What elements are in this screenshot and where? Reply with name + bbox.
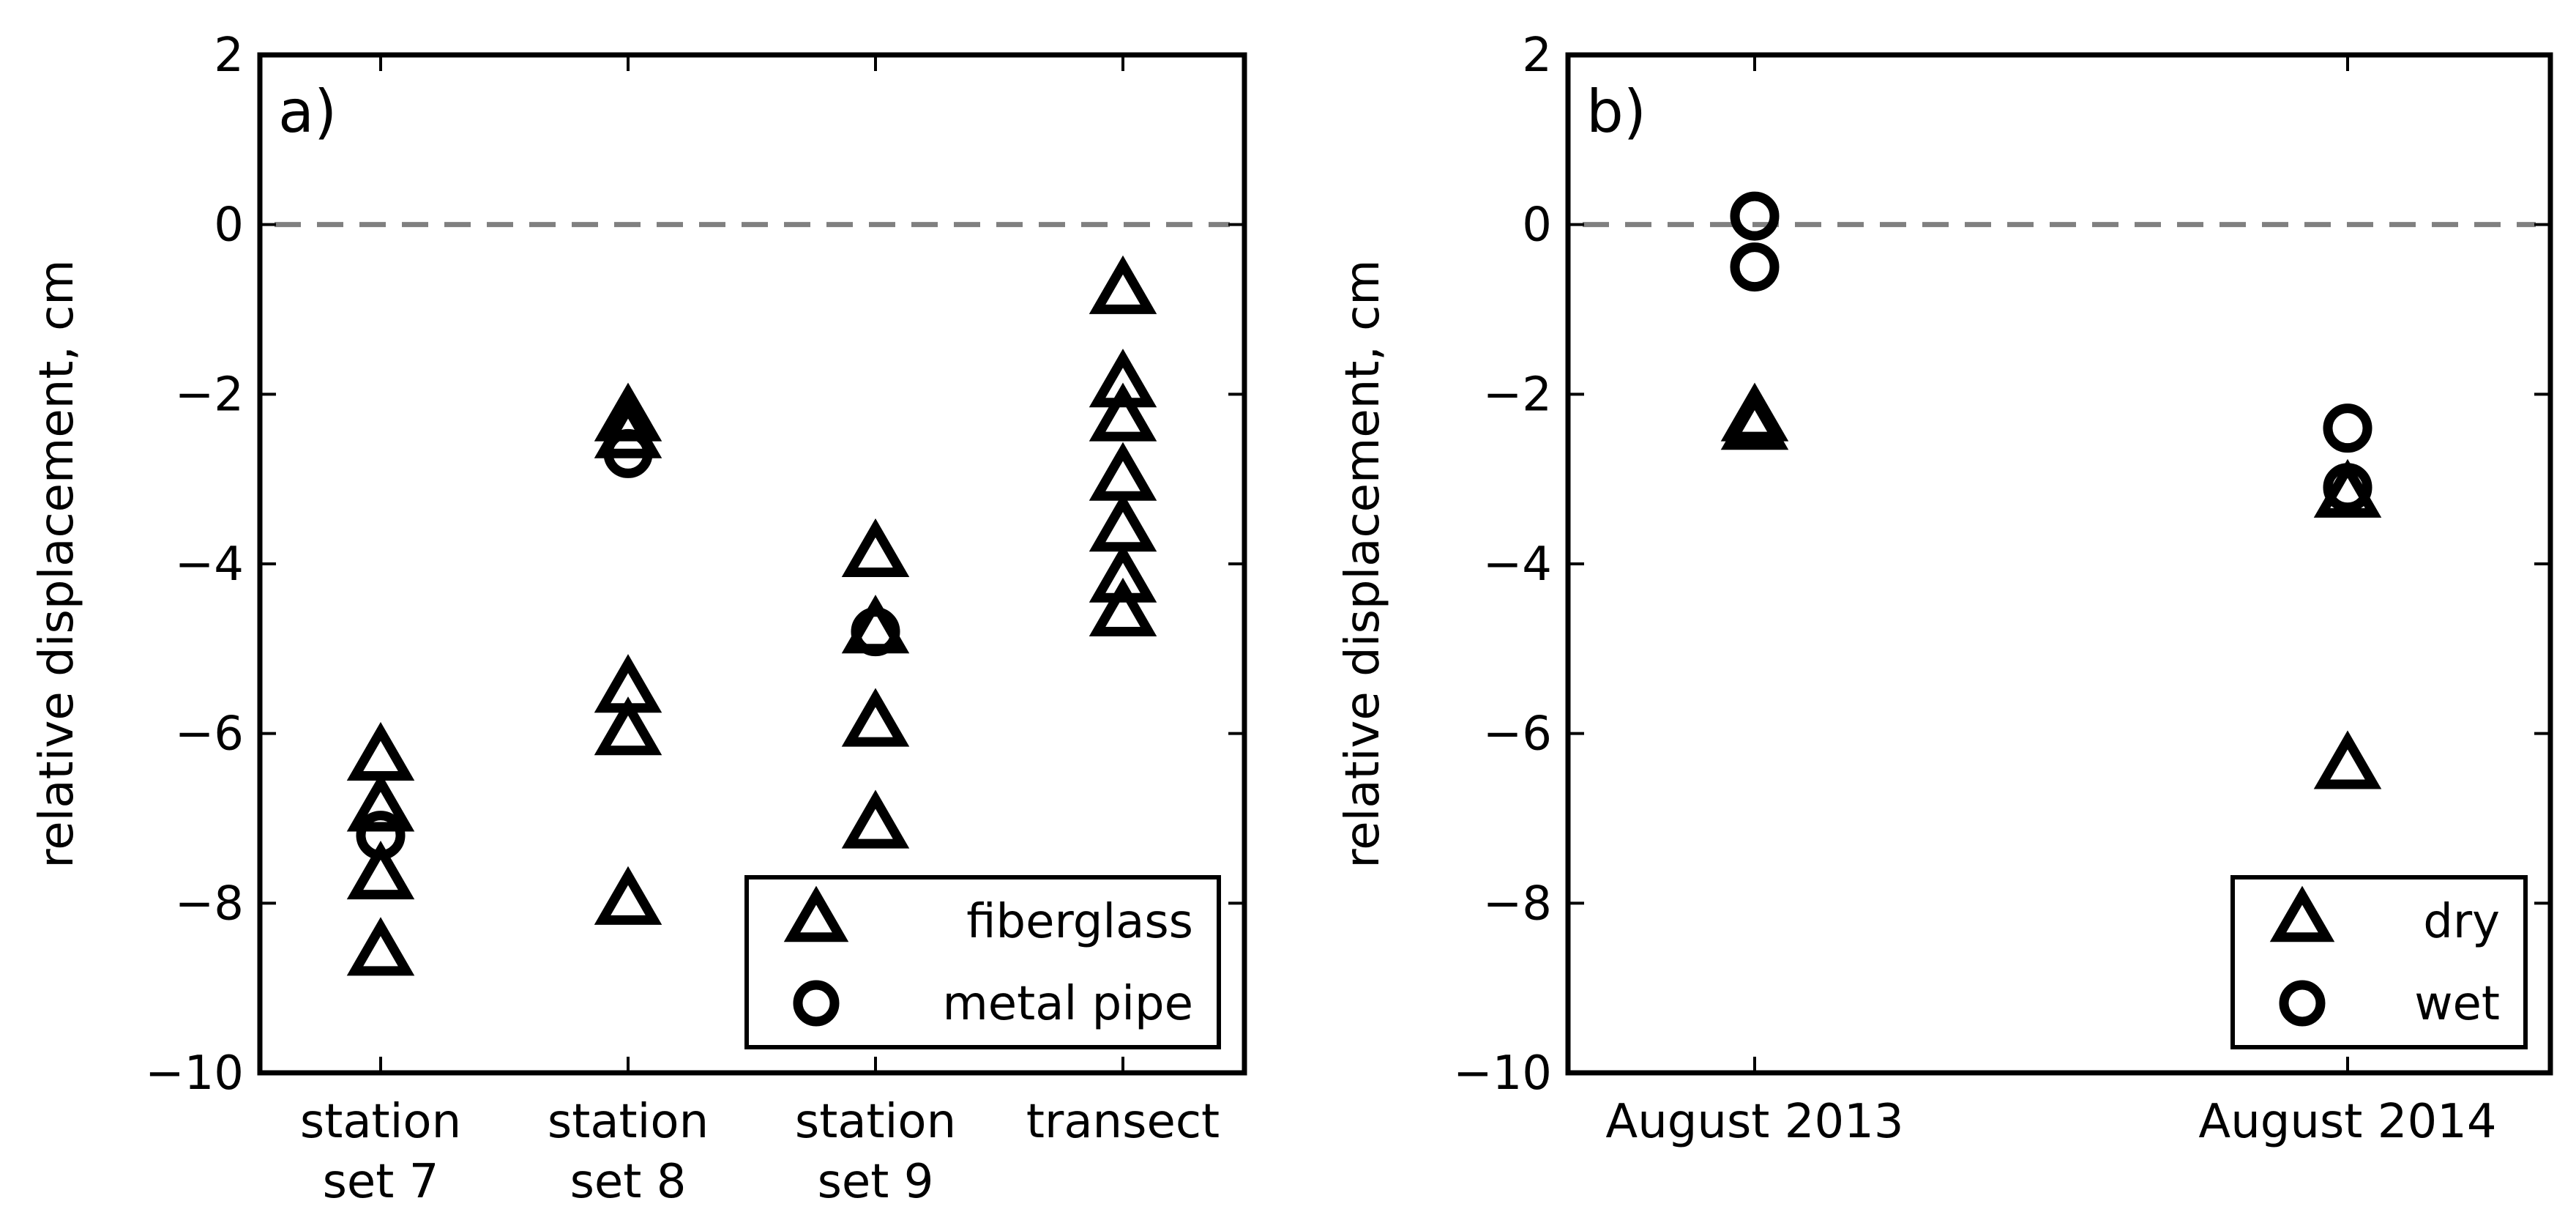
panel-a: 2 0 −2 −4 −6 −8 −10 relative displacement, cm st… bbox=[30, 29, 1247, 1209]
triangle-marker bbox=[1089, 382, 1157, 442]
triangle-marker bbox=[594, 696, 662, 756]
x-tick-label: station bbox=[795, 1095, 956, 1149]
y-tick-label: −2 bbox=[175, 368, 244, 422]
circle-marker bbox=[356, 811, 406, 860]
x-tick-label: August 2013 bbox=[1605, 1095, 1903, 1149]
y-tick-label: 0 bbox=[1522, 198, 1552, 253]
y-tick-label: −4 bbox=[175, 538, 244, 592]
x-tick-label: August 2014 bbox=[2198, 1095, 2496, 1149]
legend-triangle-marker bbox=[2269, 885, 2335, 942]
circle-marker bbox=[851, 607, 900, 657]
circle-marker bbox=[603, 428, 653, 478]
triangle-marker bbox=[841, 688, 910, 747]
y-tick-label: −8 bbox=[175, 877, 244, 931]
legend-entry-label: wet bbox=[2414, 977, 2500, 1031]
legend-entry-label: dry bbox=[2423, 895, 2500, 949]
triangle-marker bbox=[2313, 458, 2382, 518]
y-tick-label: −6 bbox=[1483, 707, 1552, 762]
y-tick-label: −8 bbox=[1483, 877, 1552, 931]
circle-marker bbox=[2323, 463, 2372, 513]
triangle-marker bbox=[346, 773, 415, 832]
triangle-marker bbox=[1089, 349, 1157, 408]
y-tick-label: −4 bbox=[1483, 538, 1552, 592]
circle-marker bbox=[1730, 191, 1780, 241]
triangle-marker bbox=[1089, 543, 1157, 603]
triangle-marker bbox=[1089, 577, 1157, 637]
y-tick-label: −6 bbox=[175, 707, 244, 762]
y-tick-label: 2 bbox=[1522, 29, 1552, 83]
x-tick-label-line2: set 7 bbox=[323, 1155, 439, 1209]
legend-circle-marker bbox=[2279, 980, 2326, 1027]
panel-label: b) bbox=[1586, 78, 1646, 146]
legend: fiberglass metal pipe bbox=[744, 875, 1221, 1049]
x-tick-label: station bbox=[548, 1095, 709, 1149]
triangle-marker bbox=[2313, 730, 2382, 789]
legend-entry-label: fiberglass bbox=[966, 895, 1193, 949]
y-axis-label: relative displacement, cm bbox=[1336, 259, 1390, 868]
y-tick-label: −10 bbox=[145, 1046, 244, 1101]
y-axis-label: relative displacement, cm bbox=[30, 259, 84, 868]
legend-entry-label: metal pipe bbox=[942, 977, 1193, 1031]
triangle-marker bbox=[594, 866, 662, 925]
y-tick-label: 0 bbox=[214, 198, 244, 253]
circle-marker bbox=[2323, 403, 2372, 453]
legend-circle-marker bbox=[793, 980, 840, 1027]
x-tick-label: transect bbox=[1026, 1095, 1220, 1149]
circle-marker bbox=[1730, 242, 1780, 292]
x-tick-label-line2: set 8 bbox=[570, 1155, 687, 1209]
panel-b: 2 0 −2 −4 −6 −8 −10 relative displacement, cm Au… bbox=[1336, 29, 2553, 1149]
triangle-marker bbox=[841, 789, 910, 849]
triangle-marker bbox=[1089, 255, 1157, 314]
triangle-marker bbox=[594, 399, 662, 458]
legend-box bbox=[2230, 875, 2528, 1049]
legend-triangle-marker bbox=[783, 885, 849, 942]
y-tick-label: −2 bbox=[1483, 368, 1552, 422]
x-tick-label: station bbox=[300, 1095, 461, 1149]
legend: dry wet bbox=[2230, 875, 2528, 1049]
triangle-marker bbox=[346, 840, 415, 900]
y-tick-label: −10 bbox=[1453, 1046, 1552, 1101]
panel-label: a) bbox=[278, 78, 337, 146]
triangle-marker bbox=[841, 518, 910, 577]
triangle-marker bbox=[1720, 391, 1789, 450]
x-tick-label-line2: set 9 bbox=[818, 1155, 934, 1209]
y-tick-label: 2 bbox=[214, 29, 244, 83]
triangle-marker bbox=[346, 917, 415, 976]
